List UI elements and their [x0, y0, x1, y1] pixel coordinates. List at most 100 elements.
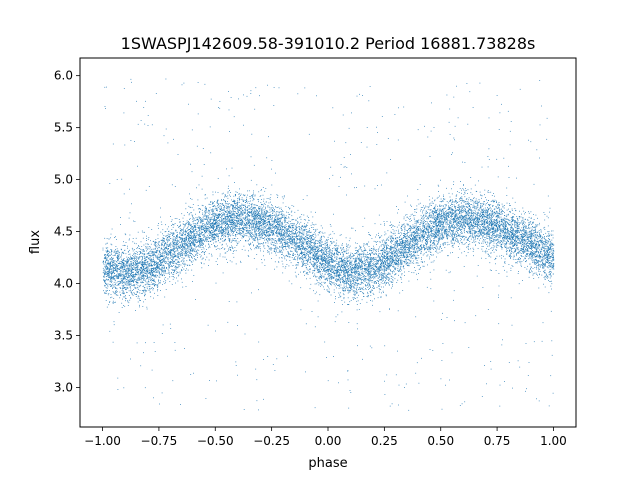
data-point	[192, 231, 194, 232]
data-point	[142, 266, 144, 267]
data-point	[256, 247, 257, 249]
data-point	[462, 224, 464, 226]
data-point	[382, 248, 383, 250]
data-point	[441, 213, 443, 215]
data-point	[198, 221, 199, 222]
data-point	[121, 273, 123, 275]
data-point	[315, 239, 316, 241]
data-point	[367, 262, 368, 263]
data-point	[492, 223, 494, 224]
data-point	[229, 220, 231, 222]
data-point	[369, 264, 371, 266]
data-point	[464, 192, 465, 194]
data-point	[495, 239, 497, 241]
data-point	[470, 233, 472, 235]
data-point	[404, 230, 405, 232]
data-point	[341, 259, 343, 261]
data-point	[181, 249, 182, 250]
data-point	[510, 252, 511, 254]
data-point	[331, 269, 333, 270]
data-point	[545, 273, 547, 275]
data-point	[174, 242, 176, 243]
data-point	[529, 270, 530, 272]
data-point	[148, 281, 150, 283]
data-point	[544, 257, 545, 259]
data-point	[111, 259, 113, 261]
data-point	[443, 198, 444, 199]
data-point	[295, 236, 297, 238]
data-point	[157, 266, 158, 268]
data-point	[447, 215, 449, 217]
data-point	[258, 235, 260, 237]
data-point	[407, 241, 409, 242]
data-point	[469, 228, 471, 230]
data-point	[549, 277, 551, 279]
data-point	[429, 247, 431, 249]
data-point	[314, 237, 316, 238]
data-point	[522, 230, 524, 232]
data-point	[357, 251, 359, 252]
data-point	[283, 255, 285, 257]
data-point	[119, 280, 121, 282]
data-point	[293, 259, 295, 260]
data-point	[501, 103, 502, 105]
data-point	[425, 243, 427, 245]
data-point	[261, 213, 262, 214]
data-point	[162, 237, 164, 238]
data-point	[384, 282, 386, 284]
data-point	[262, 210, 264, 212]
data-point	[161, 259, 163, 261]
data-point	[437, 244, 439, 245]
data-point	[123, 262, 124, 264]
data-point	[181, 278, 182, 280]
data-point	[372, 304, 373, 306]
data-point	[316, 254, 317, 255]
data-point	[164, 283, 166, 284]
data-point	[337, 264, 339, 265]
data-point	[416, 242, 418, 244]
data-point	[337, 285, 338, 286]
data-point	[115, 268, 117, 270]
data-point	[486, 226, 487, 228]
data-point	[258, 214, 260, 216]
data-point	[130, 283, 132, 285]
data-point	[254, 204, 256, 205]
data-point	[120, 287, 122, 289]
data-point	[218, 236, 219, 237]
data-point	[519, 238, 521, 240]
data-point	[333, 247, 335, 249]
data-point	[524, 246, 525, 247]
data-point	[116, 261, 118, 263]
data-point	[155, 251, 156, 253]
data-point	[268, 239, 270, 241]
data-point	[138, 262, 140, 263]
data-point	[161, 239, 163, 241]
data-point	[407, 230, 408, 232]
data-point	[401, 250, 402, 252]
data-point	[308, 258, 310, 260]
data-point	[190, 374, 192, 375]
data-point	[228, 238, 230, 240]
data-point	[232, 218, 233, 220]
data-point	[356, 257, 358, 259]
data-point	[324, 236, 325, 238]
data-point	[262, 231, 264, 233]
data-point	[252, 236, 254, 237]
data-point	[515, 230, 516, 231]
data-point	[383, 263, 384, 265]
data-point	[544, 266, 546, 267]
data-point	[279, 234, 281, 236]
data-point	[350, 275, 352, 276]
data-point	[229, 246, 230, 248]
data-point	[362, 276, 364, 278]
data-point	[434, 224, 436, 225]
data-point	[400, 253, 402, 254]
data-point	[232, 246, 233, 248]
data-point	[307, 222, 309, 224]
data-point	[360, 288, 361, 290]
data-point	[173, 249, 175, 251]
data-point	[416, 362, 418, 364]
data-point	[267, 211, 269, 212]
data-point	[314, 242, 316, 243]
data-point	[430, 209, 432, 211]
